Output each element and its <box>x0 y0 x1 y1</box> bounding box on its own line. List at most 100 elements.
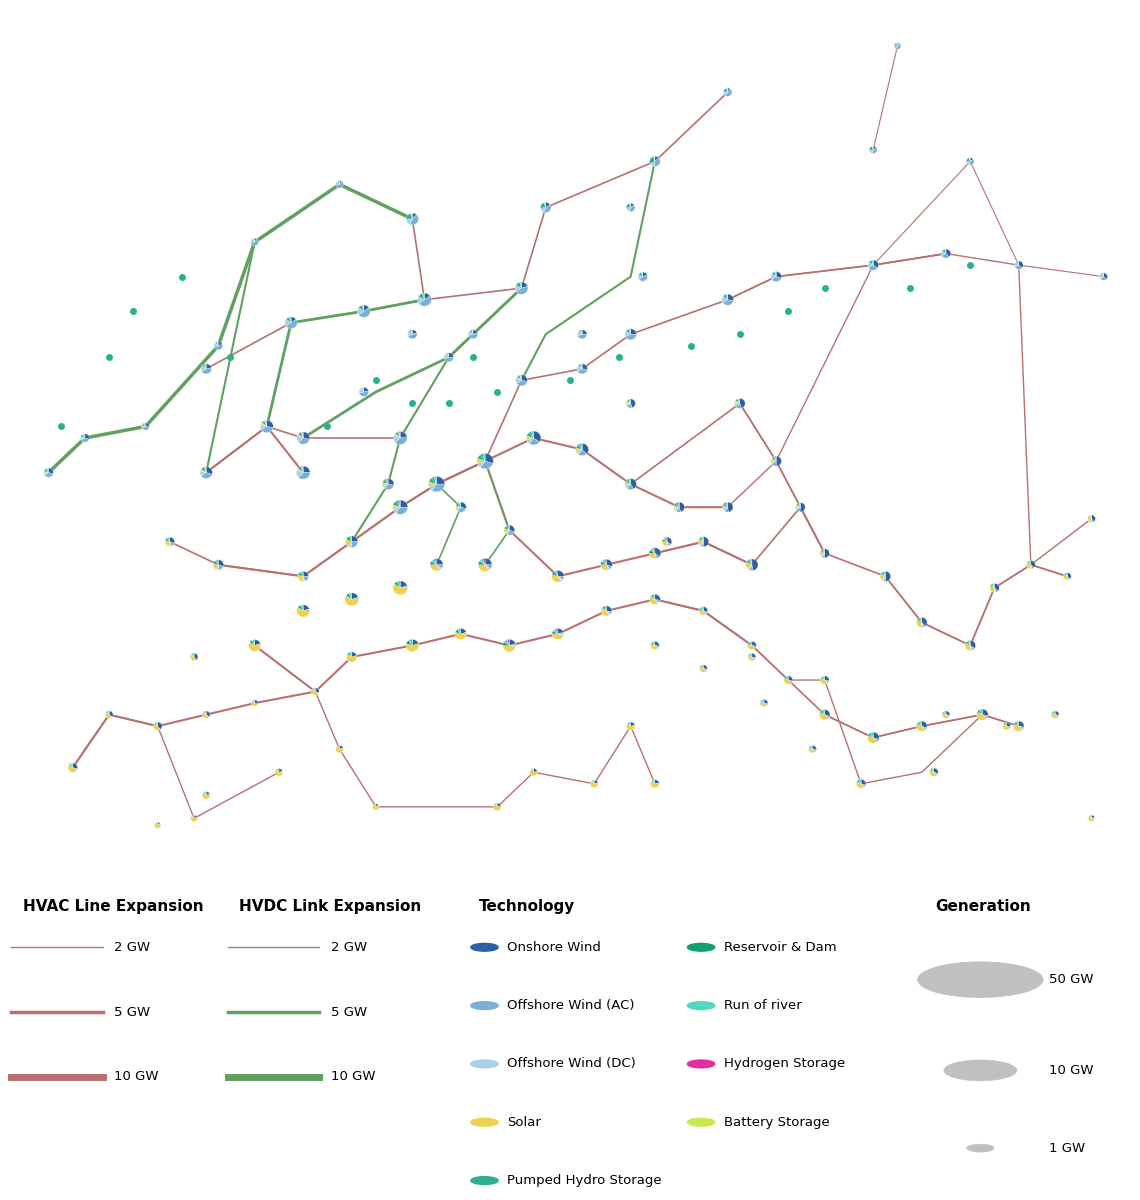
Wedge shape <box>1090 515 1091 518</box>
Wedge shape <box>215 342 218 346</box>
Wedge shape <box>856 782 864 788</box>
Text: 2 GW: 2 GW <box>114 941 150 954</box>
Wedge shape <box>443 354 449 359</box>
Wedge shape <box>557 570 564 576</box>
Wedge shape <box>520 282 521 288</box>
Wedge shape <box>820 713 829 720</box>
Wedge shape <box>352 541 358 547</box>
Wedge shape <box>774 271 776 277</box>
Wedge shape <box>578 364 583 368</box>
Wedge shape <box>977 713 987 720</box>
Wedge shape <box>44 473 54 478</box>
Wedge shape <box>638 275 643 280</box>
Wedge shape <box>858 779 861 784</box>
Wedge shape <box>396 508 408 515</box>
Wedge shape <box>408 332 417 338</box>
Wedge shape <box>699 610 707 616</box>
Wedge shape <box>700 668 707 672</box>
Wedge shape <box>726 294 727 300</box>
Text: Generation: Generation <box>935 899 1031 913</box>
Wedge shape <box>993 583 994 588</box>
Wedge shape <box>170 538 174 544</box>
Circle shape <box>471 943 498 952</box>
Wedge shape <box>868 736 877 743</box>
Wedge shape <box>515 377 521 383</box>
Wedge shape <box>662 541 667 546</box>
Wedge shape <box>204 792 206 796</box>
Wedge shape <box>298 605 303 611</box>
Wedge shape <box>516 287 528 294</box>
Wedge shape <box>886 571 890 581</box>
Wedge shape <box>1127 887 1131 888</box>
Wedge shape <box>260 425 267 430</box>
Circle shape <box>471 1177 498 1184</box>
Wedge shape <box>146 422 149 426</box>
Wedge shape <box>723 508 727 511</box>
Wedge shape <box>290 317 291 323</box>
Wedge shape <box>557 629 563 634</box>
Wedge shape <box>749 654 752 658</box>
Wedge shape <box>1091 518 1093 522</box>
Wedge shape <box>629 398 630 403</box>
Wedge shape <box>335 181 340 185</box>
Wedge shape <box>473 330 478 335</box>
Wedge shape <box>315 688 316 691</box>
Wedge shape <box>532 768 534 773</box>
Wedge shape <box>651 642 654 646</box>
Wedge shape <box>335 746 343 752</box>
Wedge shape <box>627 400 630 403</box>
Wedge shape <box>990 586 994 593</box>
Wedge shape <box>578 335 587 338</box>
Wedge shape <box>157 722 162 730</box>
Wedge shape <box>166 538 170 541</box>
Wedge shape <box>515 282 521 288</box>
Wedge shape <box>352 536 358 541</box>
Wedge shape <box>771 274 776 280</box>
Wedge shape <box>662 539 667 541</box>
Wedge shape <box>629 205 635 211</box>
Wedge shape <box>1052 712 1056 715</box>
Text: 1 GW: 1 GW <box>1049 1141 1085 1154</box>
Wedge shape <box>552 631 557 634</box>
Wedge shape <box>654 780 659 784</box>
Wedge shape <box>394 437 407 444</box>
Wedge shape <box>824 676 829 680</box>
Wedge shape <box>340 745 343 749</box>
Wedge shape <box>301 466 303 473</box>
Text: 10 GW: 10 GW <box>331 1070 375 1084</box>
Wedge shape <box>919 721 922 726</box>
Wedge shape <box>520 374 521 380</box>
Wedge shape <box>578 368 587 374</box>
Wedge shape <box>359 307 371 317</box>
Wedge shape <box>966 641 970 646</box>
Wedge shape <box>277 769 279 773</box>
Wedge shape <box>748 565 752 570</box>
Wedge shape <box>785 676 788 680</box>
Wedge shape <box>557 632 563 634</box>
Wedge shape <box>486 454 494 463</box>
Wedge shape <box>1013 725 1023 731</box>
Wedge shape <box>576 448 583 451</box>
Wedge shape <box>800 503 805 511</box>
Wedge shape <box>943 712 946 715</box>
Wedge shape <box>1019 726 1024 730</box>
Wedge shape <box>190 816 197 822</box>
Wedge shape <box>264 420 267 426</box>
Wedge shape <box>157 822 160 826</box>
Wedge shape <box>699 608 703 611</box>
Wedge shape <box>506 526 510 530</box>
Wedge shape <box>811 745 813 749</box>
Wedge shape <box>1029 560 1031 565</box>
Wedge shape <box>214 344 222 350</box>
Wedge shape <box>190 654 194 658</box>
Wedge shape <box>275 769 283 776</box>
Wedge shape <box>821 550 824 553</box>
Wedge shape <box>824 709 830 716</box>
Wedge shape <box>667 538 671 545</box>
Wedge shape <box>301 467 303 473</box>
Wedge shape <box>627 479 630 484</box>
Text: Offshore Wind (DC): Offshore Wind (DC) <box>507 1057 636 1070</box>
Wedge shape <box>286 319 298 329</box>
Wedge shape <box>983 715 988 718</box>
Wedge shape <box>520 374 521 380</box>
